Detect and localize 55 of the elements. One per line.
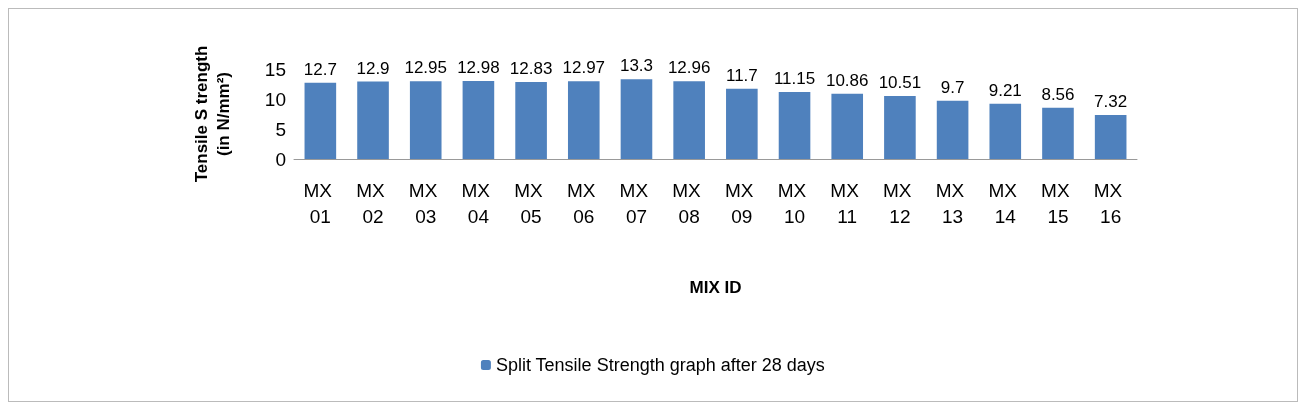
data-label: 12.97 xyxy=(562,58,606,78)
data-label: 12.96 xyxy=(667,58,711,78)
y-tick-label: 10 xyxy=(264,88,286,110)
x-tick-label: MX 14 xyxy=(988,179,1023,227)
bar xyxy=(1094,115,1127,159)
x-axis-title: MIX ID xyxy=(689,278,742,297)
y-tick-label: 5 xyxy=(275,118,286,140)
data-label: 12.9 xyxy=(356,58,390,78)
bar xyxy=(1042,107,1074,159)
y-tick-label: 15 xyxy=(264,58,286,80)
x-tick-label: MX 11 xyxy=(830,179,865,227)
bar xyxy=(884,95,916,159)
bar xyxy=(357,81,389,159)
y-axis-title: Tensile S trength (in N/mm²) xyxy=(191,45,233,183)
data-label: 8.56 xyxy=(1041,84,1075,104)
bar xyxy=(567,81,600,159)
x-tick-label: MX 05 xyxy=(514,179,548,227)
x-tick-label: MX 01 xyxy=(303,179,338,227)
data-label: 10.51 xyxy=(878,72,922,92)
bar xyxy=(936,100,969,159)
bar xyxy=(778,92,811,159)
data-label: 12.95 xyxy=(404,58,447,78)
bar xyxy=(726,88,758,159)
x-tick-label: MX 16 xyxy=(1093,179,1128,227)
data-label: 12.83 xyxy=(509,59,553,79)
bar xyxy=(831,93,864,159)
y-tick-label: 0 xyxy=(275,148,286,170)
x-tick-label: MX 12 xyxy=(883,179,917,227)
data-label: 12.98 xyxy=(457,58,500,78)
data-label: 10.86 xyxy=(825,70,869,90)
bar xyxy=(989,103,1022,159)
bar xyxy=(620,79,653,159)
x-tick-label: MX 13 xyxy=(935,179,970,227)
data-label: 11.7 xyxy=(725,65,758,85)
x-tick-label: MX 10 xyxy=(777,179,812,227)
data-label: 12.7 xyxy=(303,59,337,79)
data-label: 9.7 xyxy=(940,77,965,97)
data-label: 9.21 xyxy=(988,80,1022,100)
x-tick-label: MX 15 xyxy=(1041,179,1075,227)
bar xyxy=(304,82,337,159)
x-tick-label: MX 09 xyxy=(724,179,759,227)
x-tick-label: MX 02 xyxy=(356,179,390,227)
x-tick-label: MX 06 xyxy=(566,179,601,227)
x-tick-label: MX 04 xyxy=(461,179,496,227)
bar xyxy=(515,82,547,159)
x-tick-label: MX 08 xyxy=(672,179,707,227)
bar xyxy=(673,81,705,159)
x-tick-label: MX 07 xyxy=(619,179,654,227)
data-label: 7.32 xyxy=(1094,92,1128,112)
data-label: 13.3 xyxy=(619,56,654,76)
data-label: 11.15 xyxy=(773,69,816,89)
bar xyxy=(462,81,495,159)
legend-label: Split Tensile Strength graph after 28 days xyxy=(495,355,825,375)
bar xyxy=(409,81,442,159)
x-tick-label: MX 03 xyxy=(408,179,443,227)
